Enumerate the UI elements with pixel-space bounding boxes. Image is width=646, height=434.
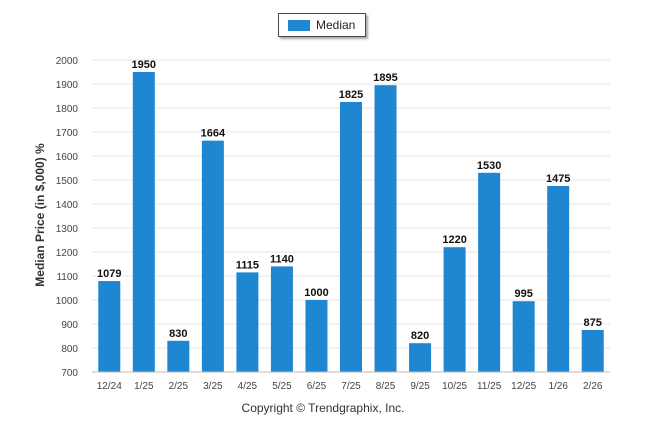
bar-data-label: 1825 (339, 89, 363, 101)
bar-data-label: 1895 (373, 72, 397, 84)
x-tick-label: 12/25 (511, 381, 536, 392)
y-tick-label: 1600 (56, 152, 79, 163)
bar-data-label: 830 (169, 328, 187, 340)
bar (443, 247, 466, 372)
y-tick-label: 1200 (56, 248, 79, 259)
bar-data-label: 820 (411, 330, 429, 342)
y-tick-label: 2000 (56, 56, 79, 67)
x-tick-label: 2/26 (583, 381, 603, 392)
legend-swatch (288, 19, 310, 31)
bar (236, 272, 259, 372)
x-tick-label: 10/25 (442, 381, 467, 392)
bar-data-label: 875 (584, 317, 602, 329)
x-tick-labels: 12/24 1/25 2/25 3/25 4/25 5/25 6/25 7/25 8/25 9/2… (97, 381, 603, 392)
y-tick-label: 1700 (56, 128, 79, 139)
x-tick-label: 6/25 (307, 381, 327, 392)
x-tick-label: 12/24 (97, 381, 122, 392)
x-tick-label: 1/25 (134, 381, 154, 392)
bar-data-label: 1079 (97, 268, 121, 280)
y-axis-label: Median Price (in $,000) % (33, 143, 47, 287)
bar-data-label: 1530 (477, 160, 501, 172)
bar (512, 301, 535, 372)
x-tick-label: 4/25 (238, 381, 258, 392)
bar-data-labels: 1079 1950 830 1664 1115 1140 1000 1825 1895 820 12… (97, 59, 602, 342)
bar (167, 340, 190, 372)
bar-data-label: 1115 (236, 259, 259, 271)
bar (581, 330, 604, 372)
bar (201, 140, 224, 372)
copyright-footer: Copyright © Trendgraphix, Inc. (241, 401, 405, 415)
x-tick-label: 2/25 (169, 381, 189, 392)
y-tick-label: 1100 (56, 272, 78, 283)
bar (98, 281, 121, 372)
y-tick-label: 1800 (56, 104, 79, 115)
bar (340, 102, 362, 372)
bar-data-label: 1664 (201, 128, 226, 140)
legend: Median (278, 13, 366, 37)
y-tick-label: 800 (61, 344, 78, 355)
y-tick-label: 900 (61, 320, 78, 331)
bar-data-label: 1220 (442, 234, 466, 246)
bar (374, 85, 397, 372)
bar-data-label: 1140 (270, 253, 294, 265)
y-tick-label: 1500 (56, 176, 79, 187)
y-tick-label: 1400 (56, 200, 79, 211)
y-tick-labels: 700 800 900 1000 1100 1200 1300 1400 1500 1600 170… (56, 56, 79, 379)
x-tick-label: 8/25 (376, 381, 396, 392)
bar (305, 300, 328, 372)
x-tick-label: 1/26 (548, 381, 568, 392)
x-tick-label: 11/25 (477, 381, 502, 392)
y-tick-label: 1900 (56, 80, 79, 91)
x-tick-label: 3/25 (203, 381, 223, 392)
bar (270, 266, 293, 372)
bars (98, 72, 604, 372)
bar-data-label: 1000 (304, 287, 328, 299)
bar (547, 186, 570, 372)
y-tick-label: 1000 (56, 296, 79, 307)
bar-data-label: 995 (514, 288, 532, 300)
bar (409, 343, 432, 372)
bar-data-label: 1950 (132, 59, 156, 71)
bar-data-label: 1475 (546, 173, 570, 185)
y-tick-label: 700 (61, 368, 78, 379)
x-tick-label: 5/25 (272, 381, 292, 392)
legend-label-median: Median (316, 18, 356, 32)
bar (132, 72, 155, 372)
y-tick-label: 1300 (56, 224, 79, 235)
bar (478, 172, 501, 372)
x-tick-label: 7/25 (341, 381, 361, 392)
x-tick-label: 9/25 (410, 381, 430, 392)
